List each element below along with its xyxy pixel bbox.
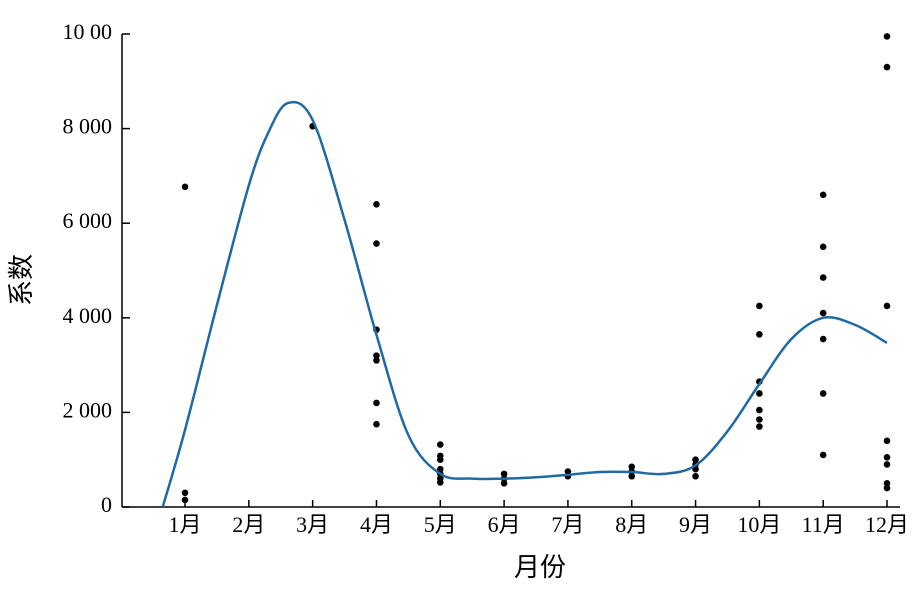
data-point: [692, 456, 699, 464]
y-tick-label: 8 000: [63, 114, 113, 139]
data-point: [756, 423, 763, 430]
data-point: [819, 191, 827, 199]
x-tick-label: 8月: [615, 512, 648, 537]
x-tick-label: 4月: [360, 512, 393, 537]
data-point: [373, 357, 380, 364]
data-point: [500, 480, 508, 487]
y-tick-label: 10 00: [63, 19, 113, 44]
x-tick-label: 9月: [679, 512, 712, 537]
data-point: [436, 465, 444, 473]
y-tick-label: 6 000: [63, 208, 113, 233]
x-tick-label: 11月: [802, 512, 845, 537]
data-point: [181, 496, 189, 504]
data-point: [564, 468, 572, 475]
data-point: [436, 441, 444, 448]
y-axis-label: 系数: [7, 254, 36, 306]
x-tick-label: 12月: [865, 512, 909, 537]
data-point: [819, 390, 827, 397]
data-point: [756, 302, 763, 310]
data-point: [883, 454, 891, 461]
data-point: [756, 390, 763, 397]
x-tick-label: 6月: [488, 512, 521, 537]
data-point: [819, 274, 827, 281]
data-point: [373, 240, 380, 247]
data-point: [883, 437, 891, 445]
data-point: [373, 399, 380, 407]
x-tick-label: 5月: [424, 512, 457, 537]
data-point: [883, 63, 891, 71]
data-point: [819, 243, 827, 251]
data-point: [181, 183, 189, 191]
data-point: [373, 420, 380, 428]
data-point: [436, 479, 444, 486]
data-point: [819, 451, 827, 459]
data-point: [883, 484, 891, 492]
x-tick-label: 3月: [296, 512, 329, 537]
data-point: [628, 472, 636, 480]
data-point: [500, 470, 508, 478]
data-point: [756, 416, 763, 423]
data-point: [756, 406, 763, 414]
y-tick-label: 2 000: [63, 397, 113, 422]
data-point: [883, 302, 891, 310]
data-point: [628, 463, 636, 471]
data-point: [436, 456, 444, 464]
data-point: [181, 489, 189, 497]
data-point: [692, 472, 699, 480]
data-point: [819, 335, 827, 343]
data-point: [373, 200, 380, 208]
y-tick-label: 4 000: [63, 303, 113, 328]
x-tick-label: 1月: [169, 512, 202, 537]
x-tick-label: 7月: [551, 512, 584, 537]
x-tick-label: 10月: [737, 512, 781, 537]
x-axis-label: 月份: [514, 553, 566, 582]
fit-line: [161, 100, 888, 508]
data-point: [756, 331, 763, 338]
x-tick-label: 2月: [232, 512, 265, 537]
data-point: [819, 309, 827, 317]
y-tick-label: 0: [101, 492, 112, 517]
data-point: [883, 461, 891, 468]
data-point: [883, 480, 891, 487]
data-point: [883, 33, 891, 40]
data-point: [373, 352, 380, 359]
